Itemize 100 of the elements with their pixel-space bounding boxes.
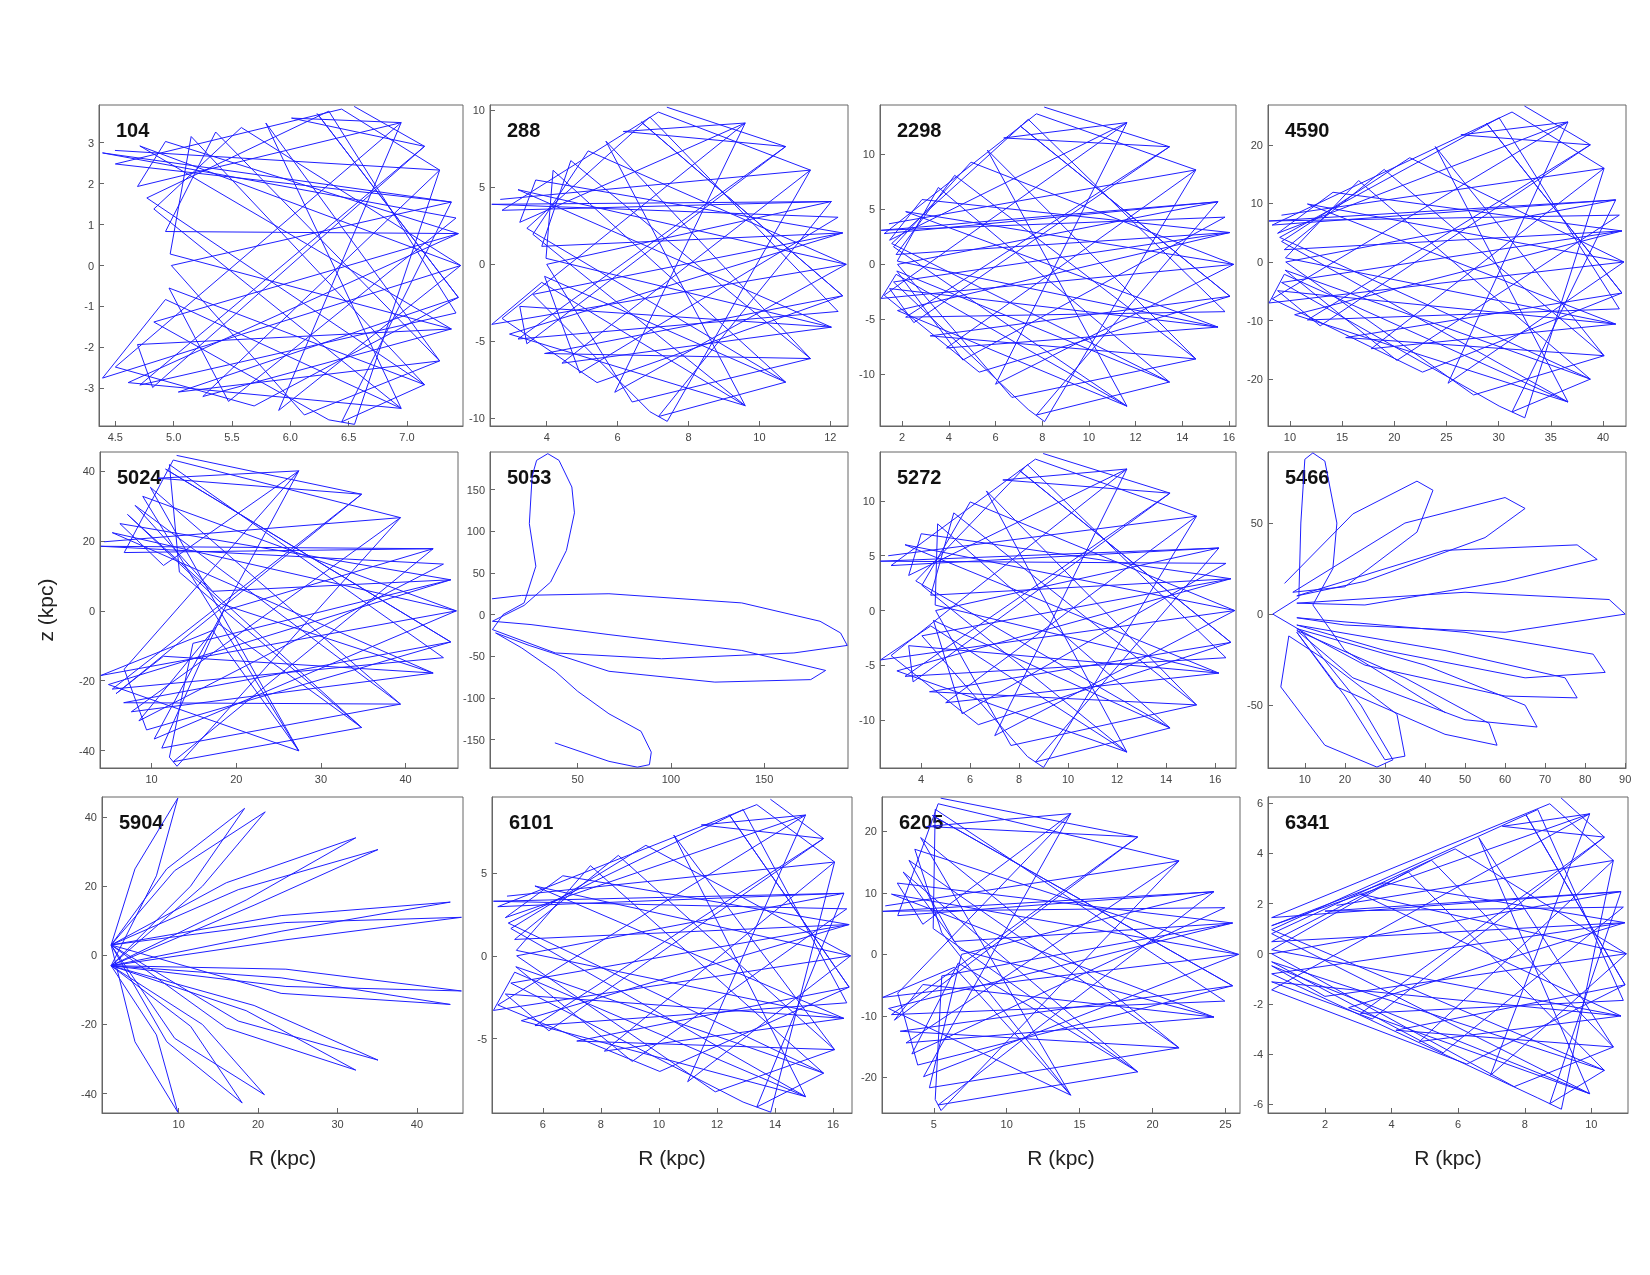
x-tick-label: 4.5 <box>107 430 123 443</box>
y-tick-label: -10 <box>859 368 875 381</box>
x-tick-label: 40 <box>1418 772 1432 785</box>
y-tick-label: -10 <box>861 1009 877 1022</box>
x-tick-label: 10 <box>753 430 766 443</box>
y-tick-label: 20 <box>84 880 97 893</box>
x-tick-label: 8 <box>685 430 692 443</box>
x-tick-label: 8 <box>1521 1117 1528 1130</box>
x-tick-label: 16 <box>827 1117 840 1130</box>
text: 5053 <box>507 466 552 488</box>
x-axis-title: R (kpc) <box>1414 1146 1482 1169</box>
y-tick-label: -150 <box>462 733 485 746</box>
y-tick-label: 40 <box>82 465 95 478</box>
x-tick-label: 12 <box>710 1117 724 1130</box>
line-series <box>110 797 462 1113</box>
x-tick-label: 5.0 <box>166 430 182 443</box>
text: 5272 <box>897 466 942 488</box>
x-tick-label: 50 <box>571 772 584 785</box>
x-tick-label: 90 <box>1619 772 1632 785</box>
x-tick-label: 8 <box>1039 430 1046 443</box>
y-tick-label: -50 <box>469 650 485 663</box>
y-tick-label: 5 <box>868 549 875 562</box>
x-tick-label: 6.0 <box>282 430 298 443</box>
y-tick-label: 20 <box>864 825 877 838</box>
x-tick-label: 14 <box>1160 772 1173 785</box>
text: 5904 <box>119 811 165 833</box>
x-tick-label: 6 <box>966 772 974 785</box>
x-tick-label: 10 <box>1283 430 1297 443</box>
line-series <box>492 798 852 1113</box>
x-tick-label: 4 <box>1388 1117 1395 1130</box>
x-tick-label: 30 <box>1492 430 1505 443</box>
x-tick-label: 10 <box>1000 1117 1013 1130</box>
y-tick-label: 10 <box>864 886 877 899</box>
y-tick-label: -5 <box>477 1032 487 1045</box>
y-tick-label: 4 <box>1256 847 1263 860</box>
line-series <box>882 797 1240 1112</box>
y-tick-label: 50 <box>1250 517 1263 530</box>
y-tick-label: -2 <box>84 341 94 354</box>
line-series <box>491 453 848 768</box>
x-tick-label: 20 <box>230 772 243 785</box>
line-series <box>102 106 462 425</box>
x-tick-label: 25 <box>1219 1117 1232 1130</box>
x-tick-label: 20 <box>1146 1117 1159 1130</box>
line-series <box>1271 797 1627 1110</box>
x-tick-label: 7.0 <box>399 430 415 443</box>
x-tick-label: 2 <box>1321 1117 1329 1130</box>
text: 6101 <box>509 811 554 833</box>
x-tick-label: 60 <box>1498 772 1512 785</box>
x-tick-label: 15 <box>1073 1117 1086 1130</box>
x-tick-label: 40 <box>399 772 412 785</box>
y-tick-label: 100 <box>466 525 485 538</box>
x-tick-label: 100 <box>661 772 681 785</box>
x-tick-label: 8 <box>1015 772 1023 785</box>
text: 6341 <box>1285 811 1330 833</box>
x-tick-label: 20 <box>251 1117 265 1130</box>
y-tick-label: 2 <box>1256 897 1263 910</box>
y-tick-label: -40 <box>81 1087 97 1100</box>
x-tick-label: 70 <box>1538 772 1552 785</box>
y-tick-label: 5 <box>480 867 487 880</box>
line-series <box>880 106 1235 423</box>
y-tick-label: 1 <box>87 218 94 231</box>
text: 288 <box>507 119 541 141</box>
text: 2298 <box>897 119 942 141</box>
x-tick-label: 10 <box>1061 772 1075 785</box>
y-tick-label: 0 <box>1256 947 1263 960</box>
x-tick-label: 14 <box>768 1117 782 1130</box>
y-tick-label: 40 <box>84 811 97 824</box>
y-tick-label: -4 <box>1253 1048 1263 1061</box>
y-tick-label: 0 <box>1256 255 1263 268</box>
x-tick-label: 40 <box>410 1117 424 1130</box>
y-tick-label: -5 <box>865 313 875 326</box>
x-tick-label: 50 <box>1458 772 1472 785</box>
y-tick-label: -5 <box>475 335 485 348</box>
y-tick-label: -100 <box>462 691 485 704</box>
y-tick-label: 10 <box>862 494 875 507</box>
x-tick-label: 12 <box>824 430 837 443</box>
line-series <box>1268 105 1625 419</box>
x-tick-label: 15 <box>1335 430 1349 443</box>
y-tick-label: -20 <box>1247 373 1263 386</box>
x-tick-label: 20 <box>1338 772 1352 785</box>
text: 4590 <box>1285 119 1330 141</box>
y-tick-label: -20 <box>861 1071 877 1084</box>
x-tick-label: 4 <box>543 430 550 443</box>
line-series <box>1272 452 1626 768</box>
y-tick-label: 0 <box>870 948 877 961</box>
x-tick-label: 30 <box>314 772 328 785</box>
y-tick-label: 50 <box>472 566 485 579</box>
x-tick-label: 8 <box>597 1117 604 1130</box>
y-tick-label: 0 <box>480 949 487 962</box>
y-tick-label: -40 <box>79 744 95 757</box>
y-tick-label: -20 <box>79 674 95 687</box>
x-tick-label: 16 <box>1209 772 1222 785</box>
x-tick-label: 10 <box>1082 430 1096 443</box>
x-tick-label: 6 <box>992 430 999 443</box>
y-tick-label: -1 <box>84 300 94 313</box>
y-tick-label: 3 <box>87 136 94 149</box>
y-tick-label: 10 <box>1250 197 1263 210</box>
x-tick-label: 30 <box>331 1117 344 1130</box>
y-tick-label: 20 <box>82 535 95 548</box>
line-series <box>491 106 847 422</box>
